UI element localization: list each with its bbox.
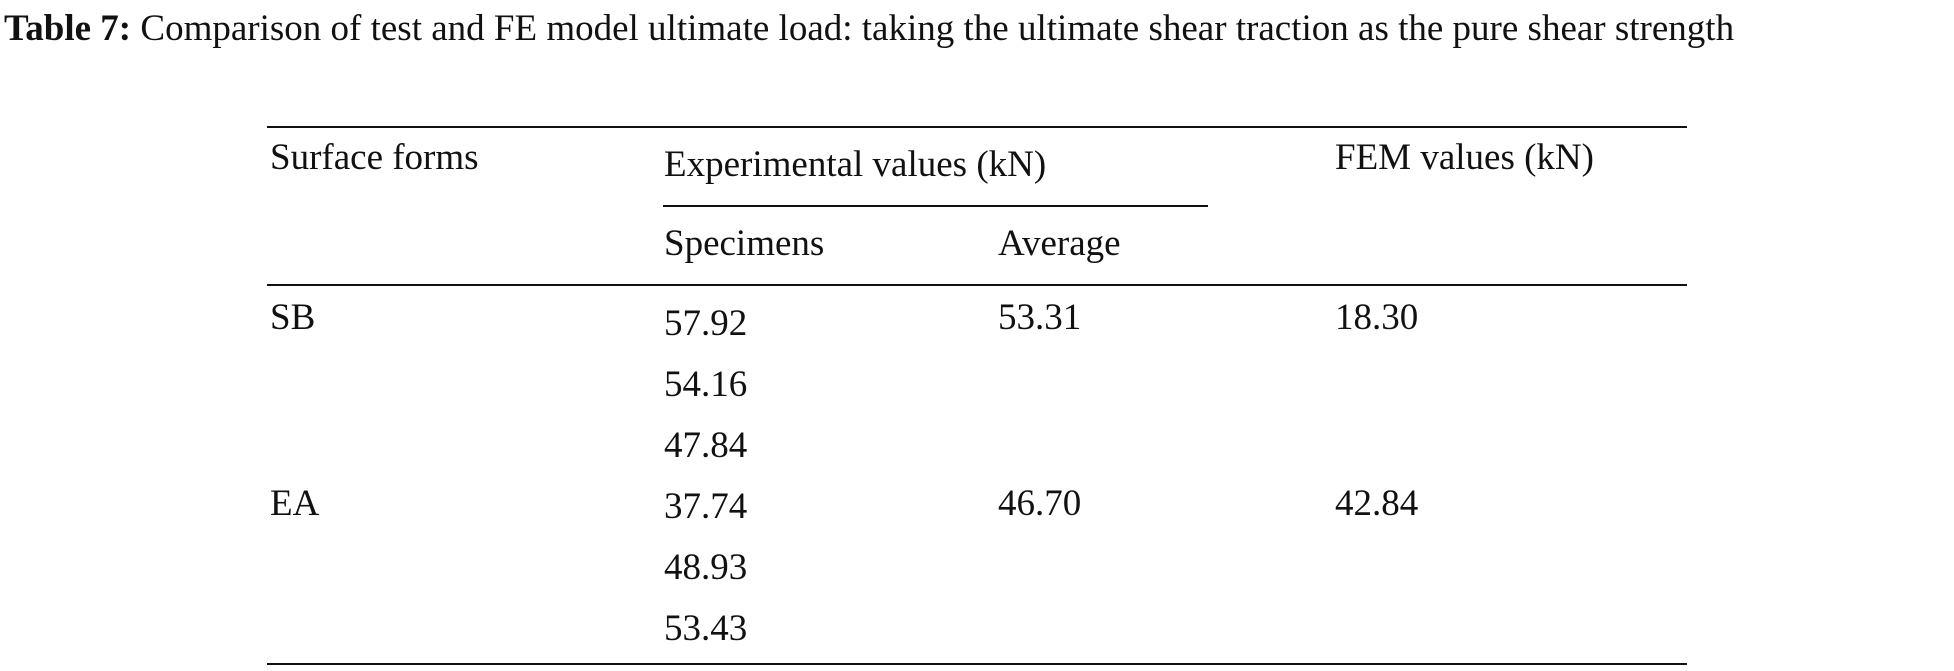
row-sb-surface: SB xyxy=(270,297,316,338)
table-caption: Table 7: Comparison of test and FE model… xyxy=(4,2,1944,55)
row-ea-fem: 42.84 xyxy=(1335,483,1419,524)
table-header-rule xyxy=(267,284,1687,286)
header-experimental-values: Experimental values (kN) xyxy=(664,144,1047,185)
specimen-value: 47.84 xyxy=(664,425,748,466)
experimental-header-rule xyxy=(663,205,1208,207)
row-sb-average: 53.31 xyxy=(998,297,1082,338)
row-sb-specimens: 57.92 54.16 47.84 xyxy=(664,293,747,476)
row-ea-average: 46.70 xyxy=(998,483,1082,524)
specimen-value: 57.92 xyxy=(664,303,748,344)
row-ea-surface: EA xyxy=(270,483,320,524)
table-bottom-rule xyxy=(267,663,1687,665)
header-average: Average xyxy=(998,223,1121,264)
header-fem-values: FEM values (kN) xyxy=(1335,137,1594,178)
specimen-value: 54.16 xyxy=(664,364,748,405)
row-ea-specimens: 37.74 48.93 53.43 xyxy=(664,476,747,659)
specimen-value: 37.74 xyxy=(664,486,748,527)
header-surface-forms: Surface forms xyxy=(270,137,479,178)
results-table: Surface forms Experimental values (kN) F… xyxy=(267,126,1687,666)
caption-text: Comparison of test and FE model ultimate… xyxy=(140,8,1735,49)
row-sb-fem: 18.30 xyxy=(1335,297,1419,338)
header-specimens: Specimens xyxy=(664,223,825,264)
table-top-rule xyxy=(267,126,1687,128)
specimen-value: 48.93 xyxy=(664,547,748,588)
specimen-value: 53.43 xyxy=(664,608,748,649)
caption-label: Table 7: xyxy=(4,8,132,49)
